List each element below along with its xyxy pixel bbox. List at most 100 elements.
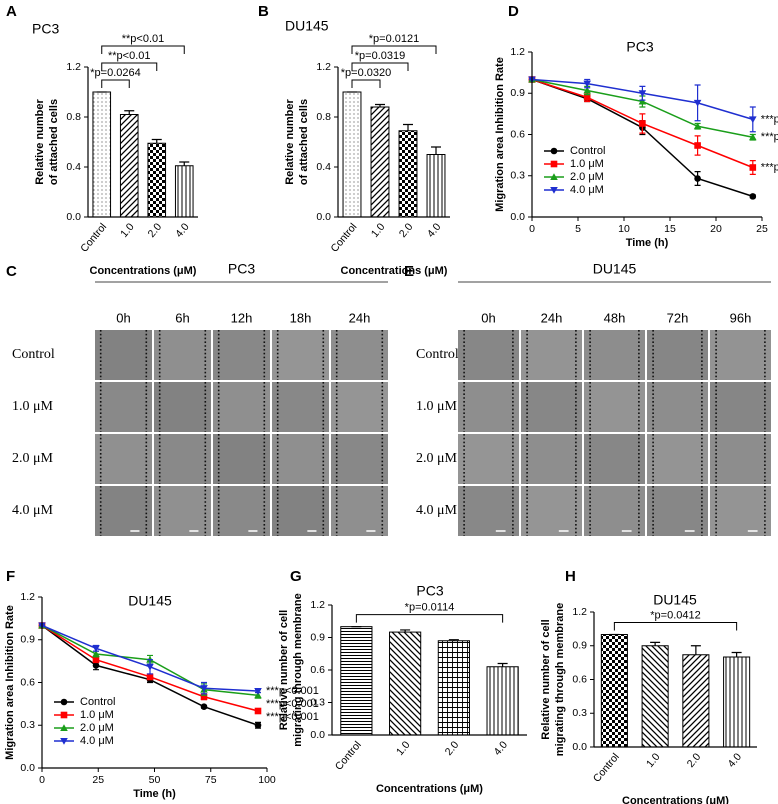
y-axis-label: Relative number (284, 98, 296, 184)
x-tick-label: Control (591, 751, 622, 785)
x-tick-label: 4.0 (725, 751, 744, 770)
micrograph (95, 434, 152, 484)
chart-title: DU145 (653, 592, 697, 608)
micrograph (458, 382, 519, 432)
y-tick-label: 0.6 (510, 128, 525, 140)
column-label: 24h (541, 310, 563, 325)
x-tick-label: 1.0 (369, 221, 388, 240)
micrograph (458, 434, 519, 484)
micrograph (95, 382, 152, 432)
y-axis-label: Relative number (34, 98, 46, 184)
y-tick-label: 0.6 (310, 664, 325, 676)
panel-letter: F (6, 568, 15, 585)
significance-label: *p=0.0320 (341, 67, 391, 79)
error-bar (731, 651, 742, 657)
column-label: 18h (290, 310, 312, 325)
chart-panel: B DU145 0.0 0.4 0.8 1.2 Relative number of atta… (258, 3, 450, 277)
bar (389, 631, 422, 736)
micrograph (584, 486, 645, 536)
micrograph (154, 330, 211, 380)
y-tick-label: 1.2 (66, 61, 81, 73)
x-axis-label: Concentrations (μM) (90, 265, 197, 277)
micrograph (521, 434, 582, 484)
error-bar (179, 161, 190, 166)
significance-label: *p=0.0319 (355, 50, 405, 62)
legend-marker (550, 173, 558, 181)
x-tick-label: 4.0 (491, 739, 510, 758)
marker (638, 97, 647, 105)
micrograph (95, 486, 152, 536)
significance-bracket (351, 45, 437, 54)
column-label: 0h (481, 310, 495, 325)
y-tick-label: 0.0 (316, 211, 331, 223)
bar (426, 154, 446, 218)
significance-label: ***p<0.001 (761, 131, 778, 143)
marker (583, 94, 591, 101)
legend-label: 1.0 μM (80, 709, 114, 721)
chart-panel: D PC3 0.0 0.3 0.6 0.9 1.2 Migration area Inhibi… (494, 3, 778, 249)
marker (749, 164, 757, 171)
bar (398, 130, 418, 218)
marker (92, 656, 100, 663)
micrograph (331, 382, 388, 432)
micrograph (95, 330, 152, 380)
marker (200, 703, 208, 711)
y-axis-label: Migration area Inhibition Rate (4, 605, 16, 760)
y-tick-label: 0.0 (510, 211, 525, 223)
y-tick-label: 1.2 (310, 599, 325, 611)
bar (119, 114, 139, 218)
significance-bracket (351, 79, 381, 88)
legend-marker (550, 160, 558, 168)
y-tick-label: 0.6 (572, 673, 587, 685)
legend-marker (60, 711, 68, 719)
x-tick-label: 20 (710, 223, 722, 235)
x-tick-label: 50 (149, 774, 161, 786)
column-label: 72h (667, 310, 689, 325)
micrograph (331, 434, 388, 484)
row-label: 1.0 μM (12, 399, 54, 414)
x-tick-label: 75 (205, 774, 217, 786)
row-label: Control (416, 347, 459, 362)
panel-letter: G (290, 568, 302, 585)
micrograph (521, 486, 582, 536)
micrograph (710, 486, 771, 536)
micrograph (213, 330, 270, 380)
significance-label: *p=0.0114 (405, 602, 455, 614)
micrograph (331, 486, 388, 536)
x-tick-label: 5 (575, 223, 581, 235)
x-tick-label: 15 (664, 223, 676, 235)
bar (641, 645, 669, 748)
y-tick-label: 0.0 (572, 741, 587, 753)
y-axis-label: migrating through membrane (554, 603, 566, 756)
y-tick-label: 0.4 (316, 161, 331, 173)
micrograph (154, 434, 211, 484)
y-axis-label: of attached cells (48, 99, 60, 185)
marker (638, 90, 647, 98)
marker (254, 688, 262, 695)
bar (370, 106, 390, 218)
panel-letter: D (508, 3, 519, 20)
chart-panel: A PC3 0.0 0.4 0.8 1.2 Relative number of attach… (6, 3, 198, 277)
micrograph (710, 382, 771, 432)
row-label: Control (12, 347, 55, 362)
bar (723, 656, 751, 748)
y-axis-label: Relative number of cell (278, 610, 290, 730)
chart-panel: F DU145 0.0 0.3 0.6 0.9 1.2 Migration area Inhi… (4, 568, 319, 800)
x-tick-label: Control (333, 739, 364, 773)
marker (200, 693, 208, 701)
x-tick-label: 25 (92, 774, 104, 786)
chart-title: PC3 (416, 583, 443, 599)
micrograph (213, 486, 270, 536)
row-label: 2.0 μM (416, 451, 458, 466)
marker (749, 116, 757, 124)
significance-bracket (101, 45, 185, 54)
micrograph (272, 330, 329, 380)
significance-label: *p=0.0264 (90, 67, 140, 79)
significance-label: **p<0.01 (108, 50, 151, 62)
significance-label: ***p<0.001 (761, 113, 778, 125)
micrograph (272, 382, 329, 432)
column-label: 96h (730, 310, 752, 325)
y-tick-label: 0.6 (20, 676, 35, 688)
row-label: 1.0 μM (416, 399, 458, 414)
bar (486, 666, 519, 736)
